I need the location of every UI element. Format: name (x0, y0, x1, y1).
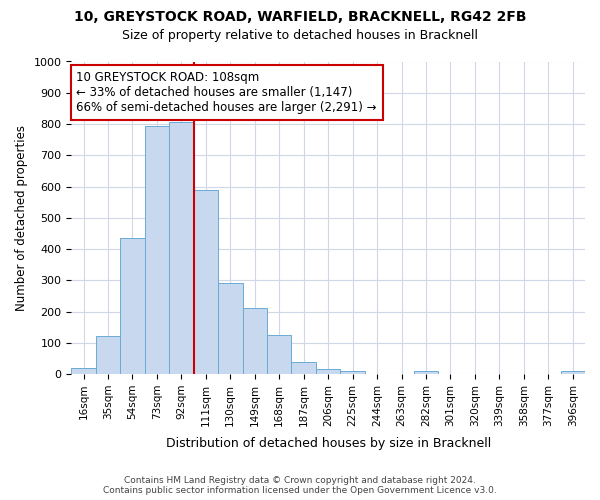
Bar (267, 335, 292, 374)
Y-axis label: Number of detached properties: Number of detached properties (15, 125, 28, 311)
Text: Size of property relative to detached houses in Bracknell: Size of property relative to detached ho… (122, 29, 478, 42)
Bar (560, 371, 585, 374)
Bar (316, 370, 340, 374)
Bar (194, 190, 218, 374)
Bar (414, 371, 438, 374)
Bar (120, 238, 145, 374)
Bar (242, 308, 267, 374)
Text: Contains HM Land Registry data © Crown copyright and database right 2024.
Contai: Contains HM Land Registry data © Crown c… (103, 476, 497, 495)
Bar (96, 336, 120, 374)
Bar (169, 122, 194, 374)
X-axis label: Distribution of detached houses by size in Bracknell: Distribution of detached houses by size … (166, 437, 491, 450)
Text: 10 GREYSTOCK ROAD: 108sqm
← 33% of detached houses are smaller (1,147)
66% of se: 10 GREYSTOCK ROAD: 108sqm ← 33% of detac… (76, 71, 377, 114)
Bar (145, 126, 169, 374)
Bar (340, 371, 365, 374)
Text: 10, GREYSTOCK ROAD, WARFIELD, BRACKNELL, RG42 2FB: 10, GREYSTOCK ROAD, WARFIELD, BRACKNELL,… (74, 10, 526, 24)
Bar (218, 283, 242, 374)
Bar (71, 368, 96, 374)
Bar (292, 362, 316, 374)
